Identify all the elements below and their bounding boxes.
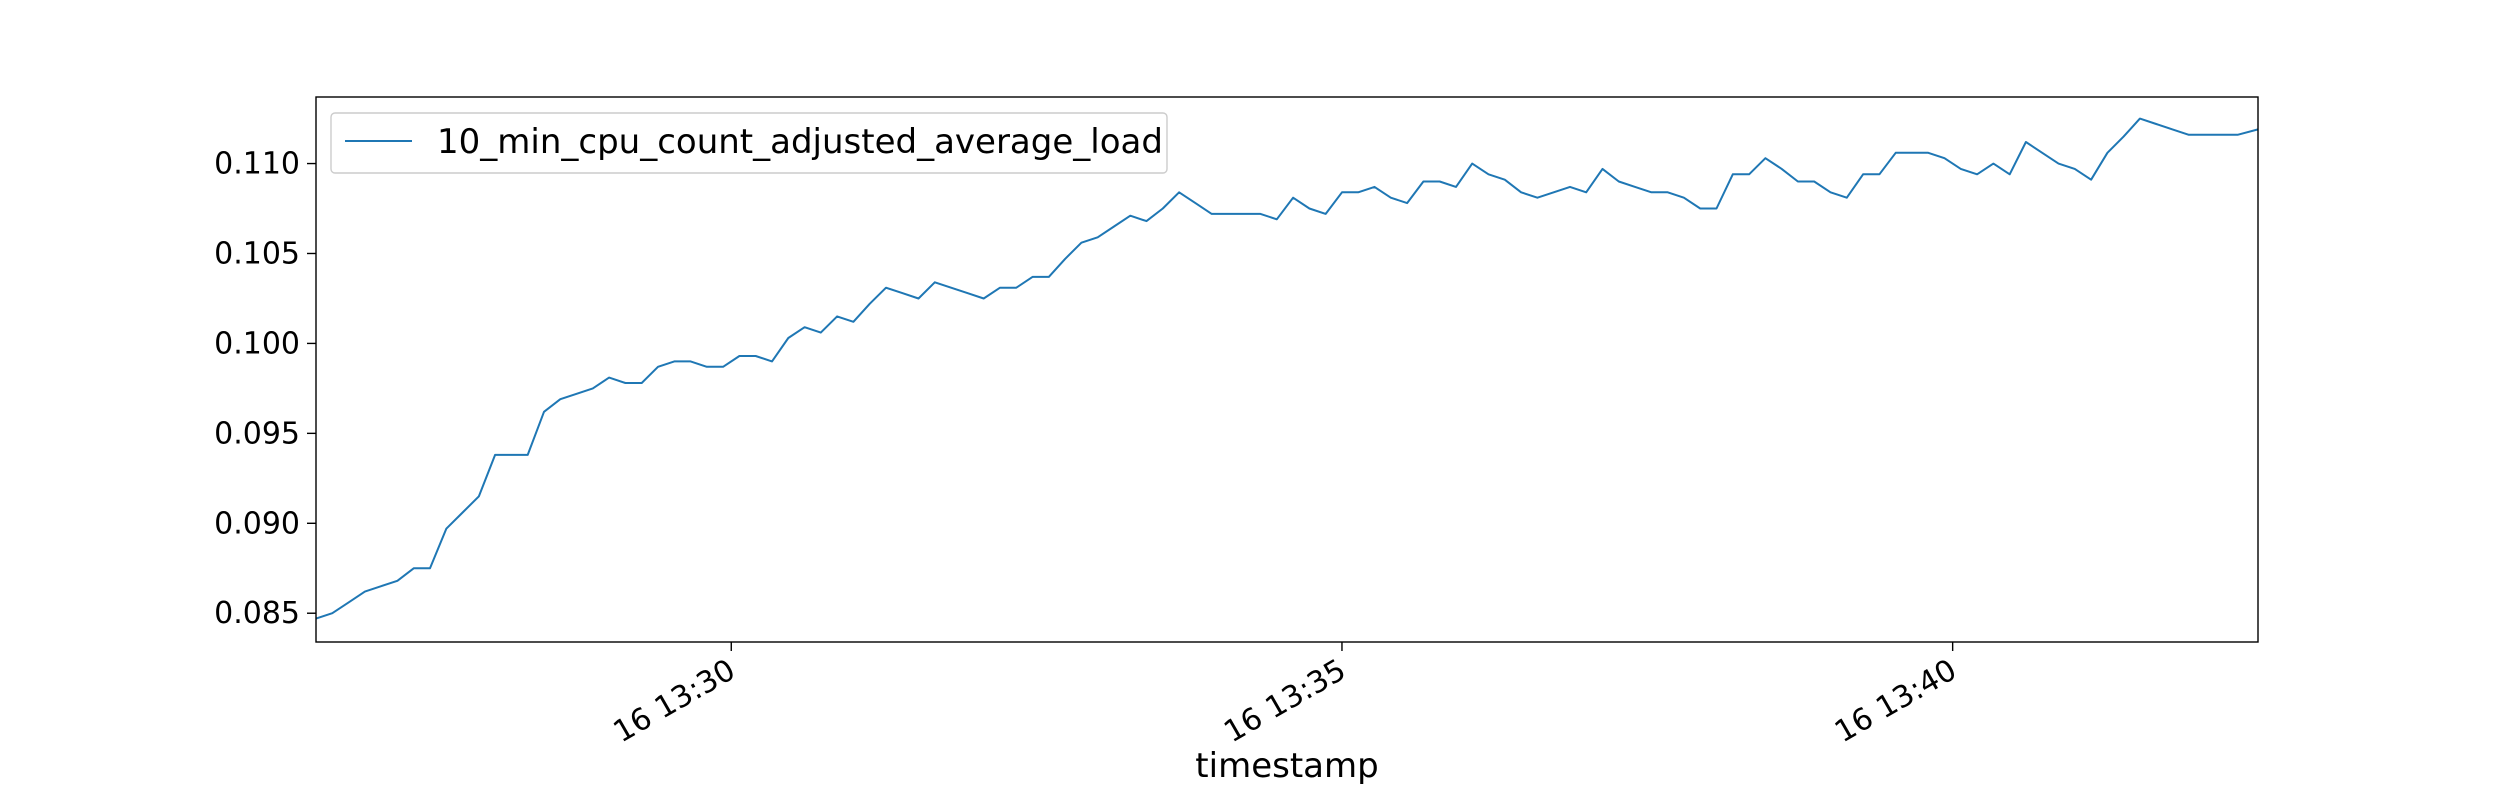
legend-box (330, 112, 1168, 174)
x-axis-label: timestamp (1195, 746, 1378, 786)
ticks-layer: 0.085 0.090 0.095 0.100 0.105 0.110 16 13:30 16… (214, 147, 1963, 750)
legend: 10_min_cpu_count_adjusted_average_load (330, 112, 1168, 174)
y-tick-label: 0.105 (214, 236, 300, 271)
legend-label: 10_min_cpu_count_adjusted_average_load (437, 122, 1163, 162)
x-tick-label: 16 13:40 (1829, 653, 1963, 750)
y-tick-label: 0.110 (214, 147, 300, 182)
y-tick-label: 0.090 (214, 506, 300, 541)
y-tick-label: 0.095 (214, 416, 300, 451)
y-tick-label: 0.100 (214, 326, 300, 361)
plot-area-frame (315, 96, 2259, 643)
x-tick-label: 16 13:30 (608, 653, 742, 750)
series-line (315, 117, 2259, 620)
y-tick-label: 0.085 (214, 596, 300, 631)
x-tick-label: 16 13:35 (1218, 653, 1352, 750)
lines-layer (315, 117, 2259, 620)
